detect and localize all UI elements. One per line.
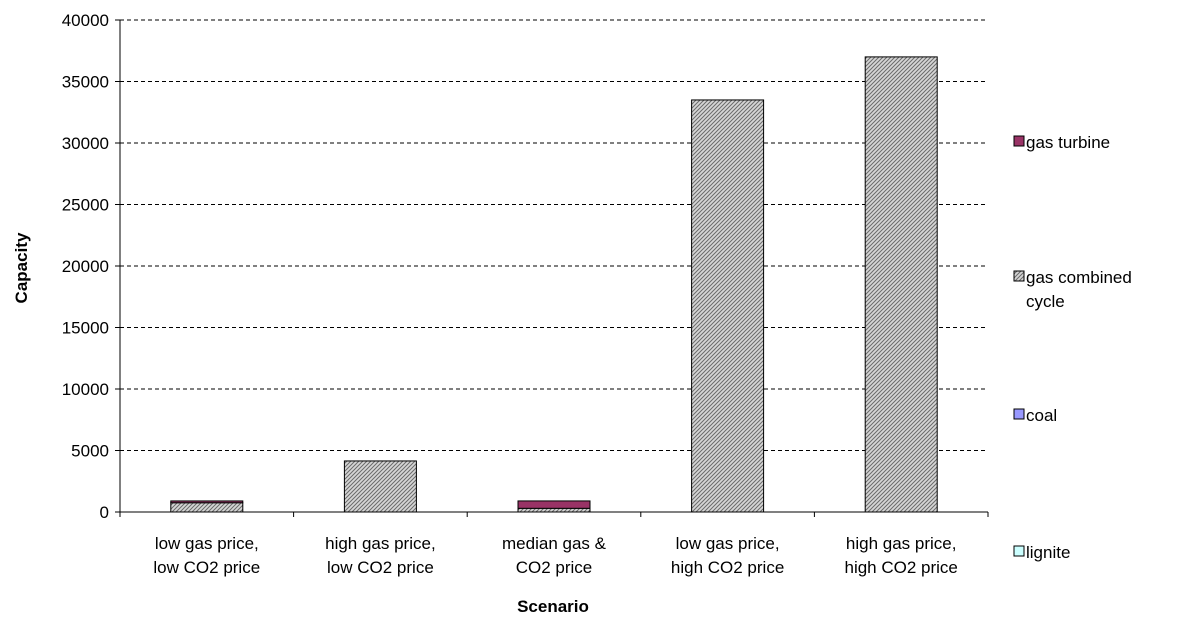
- bar-gas-turbine-3: [517, 500, 591, 509]
- y-tick-label: 20000: [62, 257, 109, 276]
- bar-gas-turbine-1: [170, 500, 244, 504]
- y-tick-label: 35000: [62, 73, 109, 92]
- legend-swatch: [1013, 545, 1025, 557]
- y-tick-labels: 0 5000 10000 15000 20000 25000 30000 35000 40000: [62, 11, 109, 522]
- legend-label: gas turbine: [1026, 133, 1110, 152]
- bar-gas-combined-cycle-2: [343, 460, 417, 513]
- y-tick-label: 30000: [62, 134, 109, 153]
- bar-gas-combined-cycle-5: [864, 56, 938, 513]
- legend-item-gas-turbine: gas turbine: [1013, 133, 1110, 152]
- x-tick-label: high gas price, high CO2 price: [845, 534, 958, 577]
- legend-swatch: [1013, 135, 1025, 147]
- x-axis-title: Scenario: [517, 597, 589, 616]
- y-tick-label: 0: [100, 503, 109, 522]
- axes: [115, 19, 989, 517]
- x-tick-labels: low gas price, low CO2 price high gas pric…: [153, 534, 957, 577]
- legend-label: lignite: [1026, 543, 1070, 562]
- legend-item-lignite: lignite: [1013, 543, 1070, 562]
- x-tick-label: low gas price, low CO2 price: [153, 534, 260, 577]
- legend-swatch: [1013, 408, 1025, 420]
- legend-swatch: [1013, 270, 1025, 282]
- y-tick-label: 15000: [62, 319, 109, 338]
- gridlines: [120, 19, 988, 451]
- legend-item-gas-combined-cycle: gas combined cycle: [1013, 268, 1132, 311]
- x-tick-label: low gas price, high CO2 price: [671, 534, 784, 577]
- legend-label: coal: [1026, 406, 1057, 425]
- x-tick-label: median gas & CO2 price: [502, 534, 607, 577]
- y-axis-title: Capacity: [12, 232, 31, 303]
- legend-label: gas combined cycle: [1026, 268, 1132, 311]
- bar-gas-combined-cycle-4: [691, 99, 765, 513]
- y-tick-label: 40000: [62, 11, 109, 30]
- y-tick-label: 5000: [71, 442, 109, 461]
- legend-item-coal: coal: [1013, 406, 1057, 425]
- x-tick-label: high gas price, low CO2 price: [325, 534, 436, 577]
- y-tick-label: 10000: [62, 380, 109, 399]
- y-tick-label: 25000: [62, 196, 109, 215]
- legend: gas turbine gas combined cycle coal lignite: [1013, 133, 1132, 562]
- bar-gas-combined-cycle-1: [170, 502, 244, 513]
- bars: [170, 56, 938, 513]
- bar-gas-combined-cycle-3: [517, 507, 591, 513]
